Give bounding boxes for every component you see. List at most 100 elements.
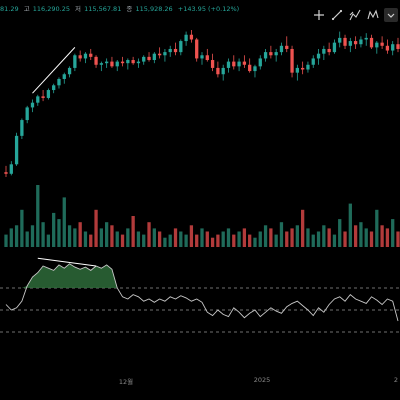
candle-body [115,61,119,67]
candle-body [338,37,342,43]
candle-body [189,34,194,40]
candle-body [14,135,19,165]
candle-body [20,120,24,136]
candle-body [120,61,125,64]
volume-bar [263,225,268,247]
candle-body [179,41,183,53]
candle-body [57,78,61,86]
candle-body [348,41,352,46]
candle-body [126,60,130,64]
candle-body [258,58,262,67]
candle-body [285,45,289,49]
candle-body [30,102,35,108]
oscillator-overbought-fill [6,263,398,288]
candle-body [269,52,273,56]
volume-bar [67,225,72,247]
candle-body [142,56,146,62]
volume-bar [353,225,358,247]
x-axis-label-2025: 2025 [253,376,271,384]
volume-bar [369,231,374,247]
volume-bar [157,231,162,247]
trend-line-icon[interactable] [330,8,344,22]
candle-body [136,61,141,64]
volume-bar [322,225,326,247]
crosshair-icon[interactable] [312,8,326,22]
volume-bar [152,228,156,247]
volume-bar [115,231,119,247]
volume-bar [380,225,384,247]
volume-bar [237,231,241,247]
volume-bar [105,222,109,247]
volume-bar [226,228,231,247]
volume-bar [301,209,305,247]
ohlc-legend: 81.29 고 116,290.25 저 115,567.81 종 115,92… [0,3,239,15]
legend-close-label: 종 [126,5,133,13]
legend-high-label: 고 [23,5,30,13]
candle-body [332,42,337,53]
candle-body [152,53,156,61]
volume-bar [210,237,215,247]
pitchfork-icon[interactable] [348,8,362,22]
volume-bar [41,222,45,247]
candle-body [200,55,204,59]
candle-body [316,53,321,59]
volume-bar [375,209,379,247]
candle-body [385,45,390,51]
candle-body [131,60,135,64]
candle-body [396,44,400,49]
candle-body [327,48,331,53]
candle-body [242,61,247,65]
volume-bar [57,219,61,247]
candle-body [391,44,395,51]
candle-body [52,85,56,91]
candle-body [263,52,268,59]
volume-bar [242,228,247,247]
volume-bar [189,225,194,247]
candle-body [94,56,98,65]
volume-bar [36,185,40,247]
candle-body [343,37,347,46]
candle-body [78,55,82,59]
volume-bar [348,203,352,247]
chevron-down-icon[interactable] [384,8,398,22]
pattern-icon[interactable] [366,8,380,22]
volume-bar [316,231,321,247]
candle-body [62,74,66,79]
volume-bar [73,228,77,247]
volume-bar [147,222,151,247]
oscillator-trend-line [37,257,97,267]
volume-bar [99,228,103,247]
candle-body [99,63,103,65]
candle-body [83,53,88,59]
volume-bar [163,237,167,247]
volume-bar [136,231,141,247]
candle-body [184,34,188,42]
candle-body [25,107,29,121]
volume-bar [290,228,294,247]
candle-body [364,37,368,40]
candle-body [279,45,284,53]
volume-bar [285,231,289,247]
volume-bar [311,234,315,247]
volume-bar [120,234,125,247]
candle-body [306,64,310,70]
volume-bar [126,228,130,247]
legend-low-value: 115,567.81 [84,5,122,13]
volume-bar [258,231,262,247]
volume-bar [269,228,273,247]
volume-bar [78,222,82,247]
volume-bar [205,231,209,247]
volume-bar [20,209,24,247]
candle-body [210,60,215,68]
legend-change-value: +143.95 (+0.12%) [177,5,240,13]
volume-bar [385,228,390,247]
candle-body [157,53,162,56]
volume-bar [364,228,368,247]
candle-body [9,164,13,174]
oscillator-pane [0,263,400,333]
volume-bar [332,234,337,247]
volume-bar [253,237,257,247]
volume-bar [396,231,400,247]
